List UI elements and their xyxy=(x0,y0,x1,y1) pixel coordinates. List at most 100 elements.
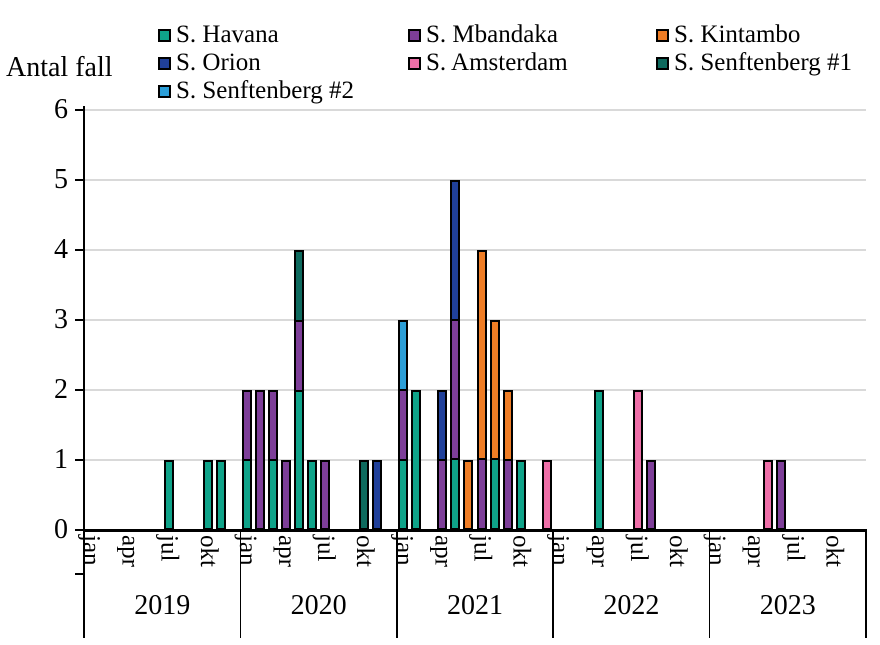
bar-segment-s-mbandaka xyxy=(778,462,785,528)
month-tick-label: jan xyxy=(77,535,105,566)
gridline xyxy=(84,319,866,321)
bar-segment-s-havana xyxy=(491,458,498,528)
legend-swatch-icon xyxy=(656,28,669,42)
y-tick-mark xyxy=(75,179,84,181)
month-tick-label: jul xyxy=(155,535,183,562)
legend-item-s-senftenberg-1: S. Senftenberg #1 xyxy=(656,49,852,77)
month-tick-label: apr xyxy=(273,535,301,567)
month-tick-label: jul xyxy=(312,535,340,562)
legend-item-s-senftenberg-2: S. Senftenberg #2 xyxy=(158,77,354,105)
bar-segment-s-senftenberg-2 xyxy=(400,322,407,390)
bar-2020-nov xyxy=(372,460,383,530)
bar-2021-aug xyxy=(489,320,500,530)
year-divider xyxy=(708,530,711,638)
bar-segment-s-havana xyxy=(217,462,224,528)
bar-2020-apr xyxy=(281,460,292,530)
year-label: 2020 xyxy=(290,590,347,621)
month-tick-label: jul xyxy=(781,535,809,562)
month-tick-label: apr xyxy=(742,535,770,567)
y-tick-label: 3 xyxy=(54,304,68,335)
legend-swatch-icon xyxy=(158,84,171,98)
bar-2021-sep xyxy=(502,390,513,530)
bar-segment-s-mbandaka xyxy=(322,462,329,528)
bar-2020-jan xyxy=(241,390,252,530)
bar-2020-jun xyxy=(307,460,318,530)
bar-2020-maj xyxy=(294,250,305,530)
bar-2023-maj xyxy=(763,460,774,530)
year-divider xyxy=(396,530,398,638)
bar-2021-jun xyxy=(463,460,474,530)
y-axis-line xyxy=(83,106,85,532)
y-tick-mark xyxy=(75,459,84,461)
month-tick-label: apr xyxy=(585,535,613,567)
axis-tier-tick xyxy=(75,573,84,575)
bar-segment-s-mbandaka xyxy=(243,392,250,459)
y-tick-mark xyxy=(75,109,84,111)
bar-segment-s-havana xyxy=(413,392,420,528)
bar-segment-s-amsterdam xyxy=(634,392,641,528)
legend-swatch-icon xyxy=(158,28,171,42)
y-tick-label: 4 xyxy=(54,234,68,265)
year-divider xyxy=(239,530,242,638)
legend-label: S. Senftenberg #2 xyxy=(176,77,354,104)
legend-item-s-havana: S. Havana xyxy=(158,21,279,49)
bar-segment-s-amsterdam xyxy=(543,462,550,528)
bar-2020-mar xyxy=(267,390,278,530)
bar-2021-okt xyxy=(515,460,526,530)
month-tick-label: jan xyxy=(390,535,418,566)
month-tick-label: okt xyxy=(351,535,379,567)
year-label: 2019 xyxy=(134,590,191,621)
bar-segment-s-havana xyxy=(595,392,602,528)
bar-segment-s-mbandaka xyxy=(452,318,459,458)
bar-segment-s-havana xyxy=(165,462,172,528)
bar-2019-jul xyxy=(163,460,174,530)
bar-segment-s-kintambo xyxy=(465,462,472,528)
bar-segment-s-havana xyxy=(204,462,211,528)
y-tick-label: 0 xyxy=(54,514,68,545)
legend-item-s-kintambo: S. Kintambo xyxy=(656,21,800,49)
bar-segment-s-havana xyxy=(452,457,459,528)
bar-2021-maj xyxy=(450,180,461,530)
bar-2020-okt xyxy=(359,460,370,530)
month-tick-label: jul xyxy=(624,535,652,562)
bar-2023-jun xyxy=(776,460,787,530)
legend-label: S. Orion xyxy=(176,49,261,76)
bar-segment-s-orion xyxy=(452,182,459,319)
y-tick-mark xyxy=(75,319,84,321)
bar-segment-s-mbandaka xyxy=(647,462,654,528)
bar-segment-s-havana xyxy=(243,459,250,528)
month-tick-label: okt xyxy=(664,535,692,567)
bar-segment-s-kintambo xyxy=(478,252,485,458)
bar-segment-s-havana xyxy=(269,459,276,528)
bar-segment-s-senftenberg-1 xyxy=(361,462,368,528)
bar-segment-s-mbandaka xyxy=(439,459,446,528)
month-tick-label: apr xyxy=(116,535,144,567)
bar-segment-s-havana xyxy=(517,462,524,528)
bar-2022-apr xyxy=(593,390,604,530)
bar-2021-dec xyxy=(541,460,552,530)
bar-segment-s-kintambo xyxy=(504,392,511,459)
bar-segment-s-orion xyxy=(374,462,381,528)
legend-swatch-icon xyxy=(158,56,171,70)
bar-2019-nov xyxy=(215,460,226,530)
year-label: 2022 xyxy=(603,590,660,621)
bar-segment-s-mbandaka xyxy=(269,392,276,459)
legend-swatch-icon xyxy=(408,28,421,42)
y-tick-label: 5 xyxy=(54,164,68,195)
year-divider xyxy=(83,530,85,638)
legend-label: S. Amsterdam xyxy=(426,49,568,76)
y-tick-mark xyxy=(75,529,84,531)
bar-2022-jul xyxy=(632,390,643,530)
bar-segment-s-mbandaka xyxy=(400,389,407,459)
month-tick-label: okt xyxy=(507,535,535,567)
bar-segment-s-havana xyxy=(296,390,303,528)
chart-legend: S. Havana S. Orion S. Senftenberg #2 S. Mba… xyxy=(0,0,880,110)
legend-label: S. Kintambo xyxy=(674,21,801,48)
legend-label: S. Havana xyxy=(176,21,279,48)
y-tick-label: 6 xyxy=(54,94,68,125)
gridline xyxy=(84,249,866,251)
gridline xyxy=(84,109,866,111)
bar-segment-s-amsterdam xyxy=(765,462,772,528)
